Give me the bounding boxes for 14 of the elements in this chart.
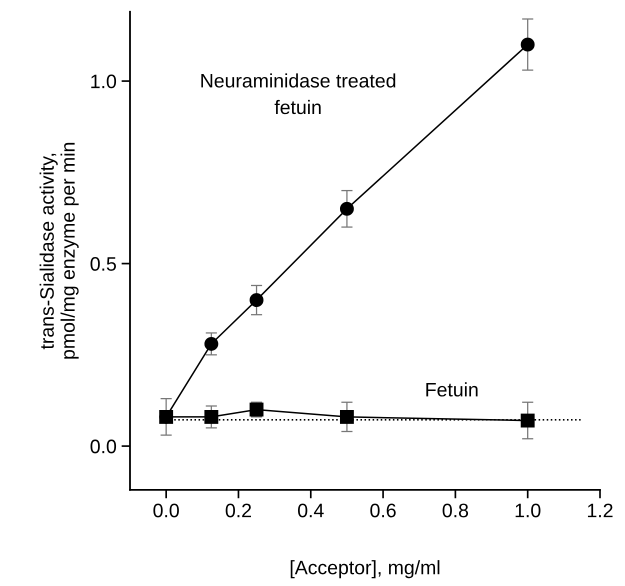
- x-axis-title: [Acceptor], mg/ml: [290, 560, 440, 578]
- x-tick-label: 0.0: [153, 504, 179, 518]
- x-tick-label: 0.2: [226, 504, 251, 518]
- y-axis-title: trans-Sialidase activity, pmol/mg enzyme per min: [40, 142, 79, 359]
- x-tick-label: 0.4: [298, 504, 324, 518]
- x-tick-label: 1.0: [516, 504, 540, 518]
- x-tick-label: 0.8: [442, 504, 468, 518]
- series-label: Fetuin: [426, 382, 478, 397]
- y-tick-label: 0.0: [90, 440, 116, 454]
- y-tick-label: 0.5: [90, 257, 116, 271]
- x-tick-label: 0.6: [370, 504, 396, 518]
- series-label: Neuraminidase treated fetuin: [201, 73, 396, 114]
- y-tick-label: 1.0: [91, 74, 116, 88]
- x-tick-label: 1.2: [588, 504, 613, 518]
